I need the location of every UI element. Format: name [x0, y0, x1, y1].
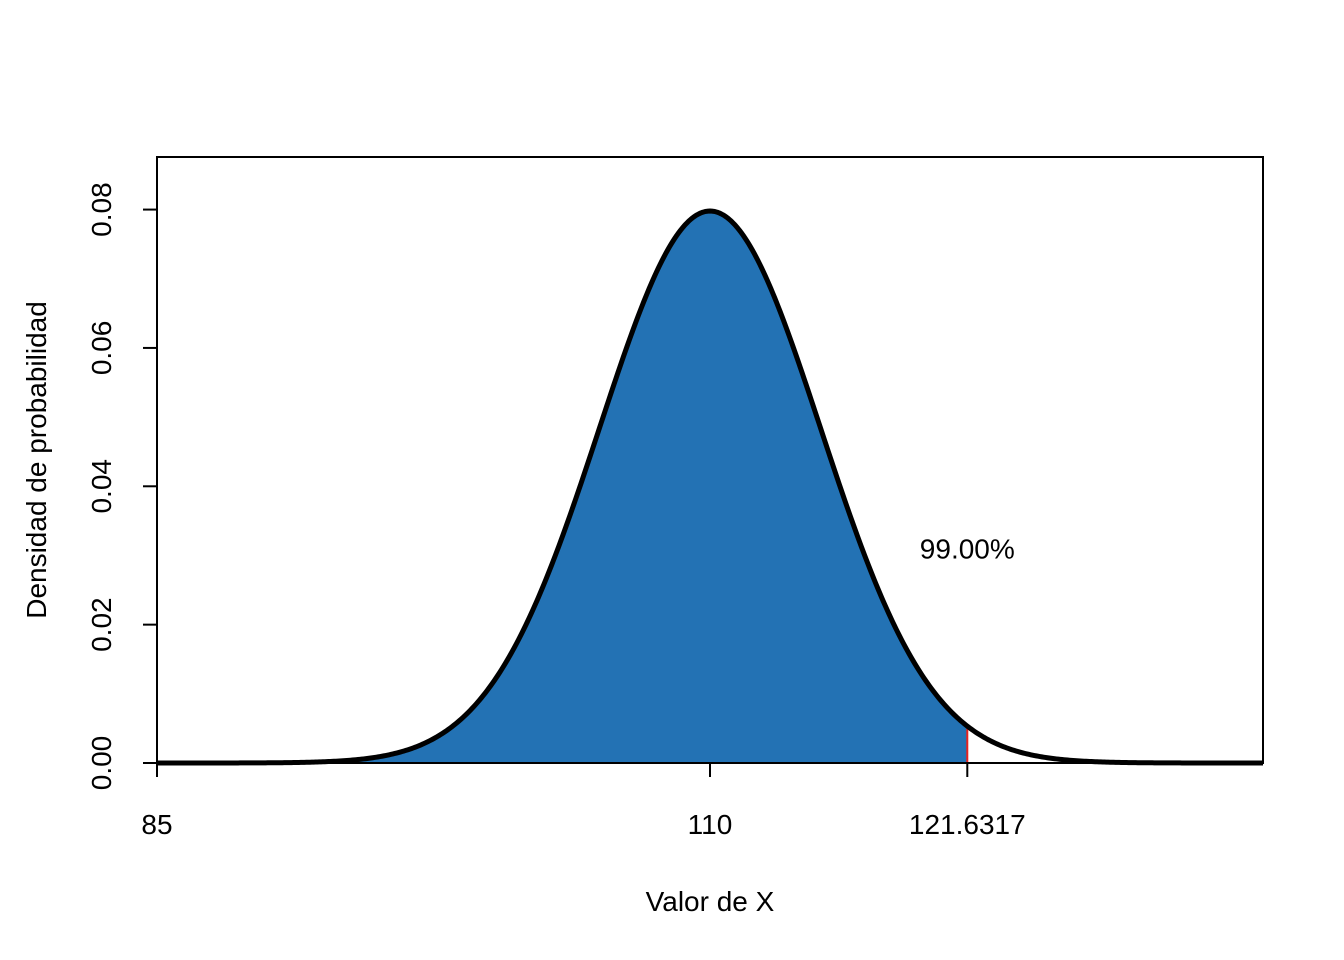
y-axis: 0.00 0.02 0.04 0.06 0.08 — [86, 182, 157, 790]
y-tick-label: 0.08 — [86, 182, 117, 237]
y-axis-label: Densidad de probabilidad — [21, 301, 52, 619]
density-curve — [156, 208, 1264, 766]
y-tick-label: 0.06 — [86, 321, 117, 376]
x-tick-label: 85 — [141, 809, 172, 840]
x-axis-label: Valor de X — [646, 886, 775, 917]
annotation-label: 99.00% — [920, 534, 1015, 565]
x-axis: 85 110 121.6317 — [141, 763, 1026, 840]
y-tick-label: 0.00 — [86, 736, 117, 791]
shaded-area — [157, 211, 968, 764]
x-tick-label: 110 — [688, 809, 733, 840]
y-tick-label: 0.04 — [86, 459, 117, 514]
y-tick-label: 0.02 — [86, 597, 117, 652]
x-tick-label: 121.6317 — [909, 809, 1026, 840]
